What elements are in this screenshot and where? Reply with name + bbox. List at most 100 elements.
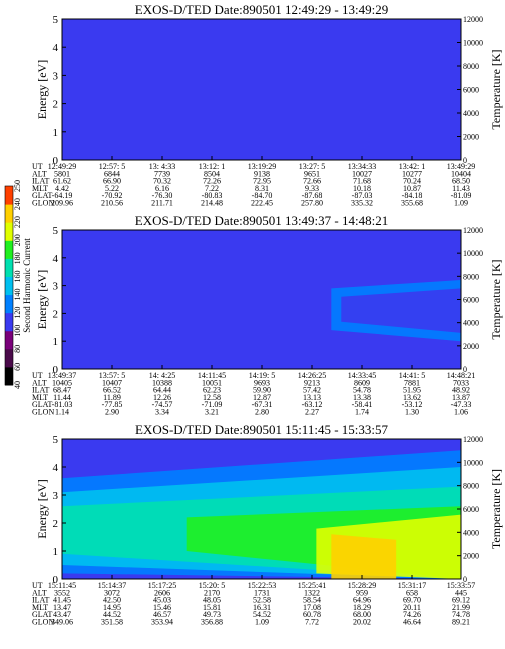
ephemeris-value: 66.90 [103,177,121,186]
row-label-glon: GLON [32,408,54,417]
ephemeris-value: 13:34:33 [348,162,376,171]
y-tick-label: 1 [53,546,59,558]
panel-title: EXOS-D/TED Date:890501 15:11:45 - 15:33:… [135,422,388,437]
colorbar: 40 60 80 100 120 140 160 180 200 220 240 250 Second … [4,180,32,389]
ephemeris-value: -70.92 [102,191,123,200]
ephemeris-value: 54.78 [353,386,371,395]
y2-axis-label: Temperature [K] [489,259,503,339]
ephemeris-value: 10388 [152,378,172,387]
ephemeris-value: -80.83 [202,191,223,200]
ephemeris-value: 58.54 [303,596,321,605]
row-label-ut: UT [32,371,43,380]
ephemeris-value: 9.33 [305,184,319,193]
ephemeris-value: -84.70 [252,191,273,200]
colorbar-tick-label: 100 [13,325,22,337]
ephemeris-value: 2.80 [255,408,269,417]
ephemeris-value: 57.42 [303,386,321,395]
ephemeris-value: 1.74 [355,408,369,417]
y2-tick-label: 10000 [463,458,483,467]
ephemeris-value: 222.45 [251,199,273,208]
ephemeris-value: 1322 [304,588,320,597]
ephemeris-value: 14: 4:25 [149,371,175,380]
ephemeris-value: 14:41: 5 [399,371,425,380]
ephemeris-value: -71.09 [202,400,223,409]
y2-tick-label: 2000 [463,552,479,561]
ephemeris-value: 13:27: 5 [299,162,325,171]
ephemeris-value: 59.90 [253,386,271,395]
ephemeris-value: 6.16 [155,184,169,193]
ephemeris-value: -53.12 [402,400,423,409]
ephemeris-value: 7.22 [205,184,219,193]
ephemeris-value: 74.26 [403,610,421,619]
y2-tick-label: 4000 [463,528,479,537]
ephemeris-value: 12.58 [203,393,221,402]
panel-2: EXOS-D/TED Date:890501 13:49:37 - 14:48:… [32,213,503,417]
colorbar-tick-label: 60 [13,363,22,371]
panel-1: EXOS-D/TED Date:890501 12:49:29 - 13:49:… [32,2,503,208]
ephemeris-value: 2.90 [105,408,119,417]
colorbar-tick-label: 240 [13,198,22,210]
y2-tick-label: 12000 [463,435,483,444]
ephemeris-value: 13.38 [353,393,371,402]
row-label-alt: ALT [32,588,47,597]
ephemeris-value: 13.47 [53,603,71,612]
ephemeris-value: 13.13 [303,393,321,402]
ephemeris-value: 3.21 [205,408,219,417]
ephemeris-value: 13.62 [403,393,421,402]
row-label-ilat: ILAT [32,386,49,395]
ephemeris-value: 15.81 [203,603,221,612]
ephemeris-value: 13:49:29 [447,162,475,171]
y-tick-label: 1 [53,336,59,348]
ephemeris-value: 351.58 [101,618,123,627]
ephemeris-value: 349.06 [51,618,73,627]
ephemeris-value: 10404 [451,169,471,178]
ephemeris-value: 72.26 [203,177,221,186]
ephemeris-value: 15:20: 5 [199,581,225,590]
ephemeris-value: -74.57 [152,400,173,409]
ephemeris-value: 13:42: 1 [399,162,425,171]
ephemeris-value: 64.44 [153,386,171,395]
ephemeris-value: 210.56 [101,199,123,208]
ephemeris-value: 11.43 [452,184,470,193]
ephemeris-value: 3552 [54,588,70,597]
panel-3: EXOS-D/TED Date:890501 15:11:45 - 15:33:… [32,422,503,627]
colorbar-swatch [5,348,13,368]
row-label-glon: GLON [32,199,54,208]
row-label-alt: ALT [32,169,47,178]
ephemeris-value: 7739 [154,169,170,178]
y-tick-label: 0 [53,364,59,376]
ephemeris-value: 11.44 [53,393,71,402]
ephemeris-value: 257.80 [301,199,323,208]
ephemeris-value: 69.70 [403,596,421,605]
contour-region-6 [331,534,397,579]
ephemeris-value: 42.50 [103,596,121,605]
ephemeris-value: 15:31:17 [398,581,426,590]
ephemeris-value: -87.68 [302,191,323,200]
y-tick-label: 5 [53,14,59,26]
ephemeris-value: 13:49:37 [48,371,76,380]
panel-title: EXOS-D/TED Date:890501 12:49:29 - 13:49:… [135,2,388,17]
row-label-ut: UT [32,162,43,171]
y-tick-label: 2 [53,518,59,530]
ephemeris-value: 18.29 [353,603,371,612]
y-tick-label: 5 [53,434,59,446]
ephemeris-value: -67.31 [252,400,273,409]
colorbar-tick-label: 40 [13,381,22,389]
row-label-glon: GLON [32,618,54,627]
y-tick-label: 4 [53,462,59,474]
ephemeris-value: 54.52 [253,610,271,619]
y2-tick-label: 8000 [463,482,479,491]
ephemeris-value: 51.95 [403,386,421,395]
ephemeris-value: -81.03 [52,400,73,409]
ephemeris-value: 5801 [54,169,70,178]
ephemeris-value: 15:17:25 [148,581,176,590]
row-label-ilat: ILAT [32,177,49,186]
ephemeris-value: 66.52 [103,386,121,395]
ephemeris-value: 14.95 [103,603,121,612]
row-label-ilat: ILAT [32,596,49,605]
ephemeris-value: 658 [406,588,418,597]
colorbar-swatch [5,258,13,277]
y-tick-label: 3 [53,281,59,293]
y2-axis-label: Temperature [K] [489,49,503,129]
ephemeris-value: 8504 [204,169,220,178]
